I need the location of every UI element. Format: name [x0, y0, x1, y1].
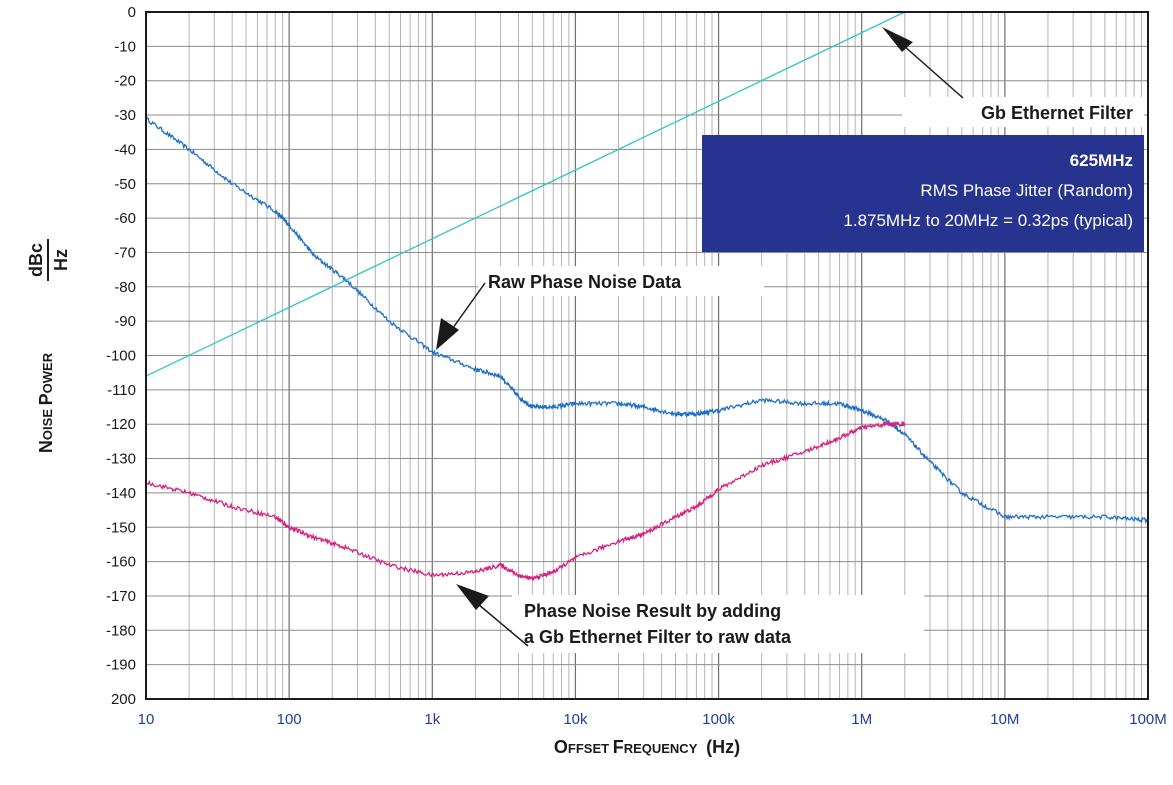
y-tick-labels: 0 -10 -20 -30 -40 -50 -60 -70 -80 -90 -100 -110 -120… [106, 4, 136, 708]
plot-frame [145, 11, 1149, 700]
y-tick-label: -20 [114, 73, 136, 90]
y-axis-unit-denominator: Hz [51, 249, 71, 271]
annotation-result-label-line2: a Gb Ethernet Filter to raw data [524, 627, 792, 647]
x-tick-label: 10M [990, 711, 1019, 728]
x-tick-labels: 10 100 1k 10k 100k 1M 10M 100M [138, 711, 1167, 728]
annotation-raw-data: Raw Phase Noise Data [436, 266, 764, 350]
y-tick-label: -110 [107, 382, 136, 399]
y-tick-label: 0 [128, 4, 136, 21]
x-tick-label: 100k [702, 711, 735, 728]
y-tick-label: -160 [106, 554, 136, 571]
series-line-raw-phase-noise [145, 117, 1149, 525]
y-tick-label: -90 [114, 313, 136, 330]
series-layer [145, 11, 1149, 582]
y-tick-label: -60 [114, 210, 136, 227]
annotation-gb-filter-arrowhead [882, 27, 913, 52]
y-axis-title-text: NOISE POWER [36, 352, 56, 453]
annotation-result-label-line1: Phase Noise Result by adding [524, 601, 781, 621]
x-tick-label: 1M [851, 711, 872, 728]
series-line-filtered-phase-noise [145, 420, 906, 582]
annotation-gb-filter-bg [902, 97, 1144, 127]
annotation-result-arrow-line [471, 598, 529, 647]
info-box: 625MHz RMS Phase Jitter (Random) 1.875MH… [702, 135, 1144, 252]
info-box-line2: 1.875MHz to 20MHz = 0.32ps (typical) [843, 211, 1133, 230]
y-tick-label: -50 [114, 176, 136, 193]
x-axis-unit: (Hz) [706, 737, 740, 757]
y-axis-title: NOISE POWER dBc Hz [26, 239, 71, 453]
info-box-line1: RMS Phase Jitter (Random) [920, 181, 1133, 200]
info-box-title: 625MHz [1070, 151, 1133, 170]
info-box-background [702, 135, 1144, 252]
y-tick-label: -130 [106, 451, 136, 468]
x-tick-label: 10 [138, 711, 155, 728]
annotation-raw-data-arrow-line [449, 282, 486, 333]
y-tick-label: -40 [114, 141, 136, 158]
x-tick-label: 100M [1129, 711, 1167, 728]
y-tick-label: -170 [106, 588, 136, 605]
y-tick-label: 200 [111, 691, 136, 708]
x-axis-title: OFFSET FREQUENCY (Hz) [554, 737, 740, 757]
y-tick-label: -80 [114, 279, 136, 296]
annotation-result-bg [512, 595, 924, 653]
y-tick-label: -150 [106, 519, 136, 536]
y-tick-label: -10 [114, 38, 136, 55]
y-tick-label: -30 [114, 107, 136, 124]
y-tick-label: -190 [106, 657, 136, 674]
y-tick-label: -100 [106, 348, 136, 365]
x-tick-label: 100 [277, 711, 302, 728]
x-tick-label: 1k [424, 711, 440, 728]
annotation-result: Phase Noise Result by adding a Gb Ethern… [456, 584, 924, 653]
annotation-gb-filter: Gb Ethernet Filter [882, 27, 1144, 127]
annotation-raw-data-arrowhead [436, 318, 459, 350]
y-tick-label: -70 [114, 244, 136, 261]
y-tick-label: -140 [106, 485, 136, 502]
annotation-result-arrowhead [456, 584, 489, 610]
annotation-raw-data-bg [478, 266, 764, 296]
series-line-gb-ethernet-filter [145, 11, 906, 377]
y-tick-label: -120 [106, 416, 136, 433]
annotation-raw-data-label: Raw Phase Noise Data [488, 272, 682, 292]
y-tick-label: -180 [106, 622, 136, 639]
x-tick-label: 10k [563, 711, 588, 728]
annotation-gb-filter-label: Gb Ethernet Filter [981, 103, 1133, 123]
y-axis-unit-numerator: dBc [26, 243, 46, 277]
